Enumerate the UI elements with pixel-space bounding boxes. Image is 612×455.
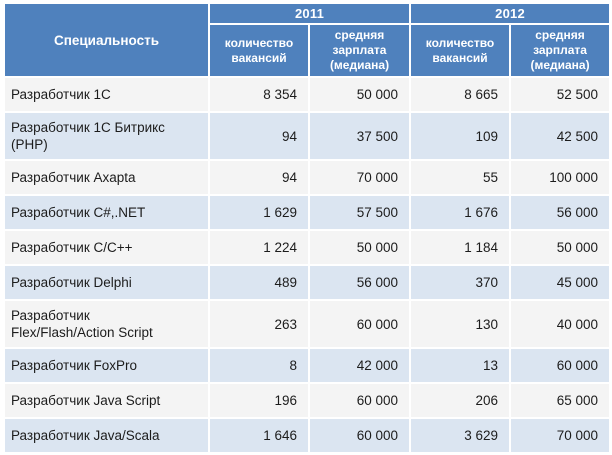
vacancies-2011-cell: 1 629 [210,196,308,229]
vacancies-2011-cell: 94 [210,161,308,194]
salary-2012-cell: 100 000 [511,161,610,194]
vacancies-2012-cell: 206 [411,384,510,417]
specialty-cell: Разработчик Delphi [5,266,208,299]
column-header-vacancies-2011: количество вакансий [210,25,308,76]
specialty-cell: Разработчик Flex/Flash/Action Script [5,301,208,347]
salary-2011-cell: 50 000 [310,78,410,111]
salary-2011-cell: 60 000 [310,384,410,417]
vacancies-2012-cell: 3 629 [411,419,510,452]
specialty-cell: Разработчик FoxPro [5,349,208,382]
column-group-2012: 2012 [411,4,610,23]
column-header-vacancies-2012: количество вакансий [411,25,510,76]
specialty-cell: Разработчик 1С Битрикс (PHP) [5,113,208,159]
salary-2012-cell: 56 000 [511,196,610,229]
column-group-2011: 2011 [210,4,410,23]
table-row: Разработчик Flex/Flash/Action Script 263… [5,301,610,347]
vacancies-2012-cell: 1 184 [411,231,510,264]
salary-2011-cell: 37 500 [310,113,410,159]
specialty-cell: Разработчик Java/Scala [5,419,208,452]
vacancies-2012-cell: 55 [411,161,510,194]
table-row: Разработчик Java/Scala 1 646 60 000 3 62… [5,419,610,452]
vacancies-salary-table: Специальность 2011 2012 количество вакан… [3,2,611,454]
salary-2011-cell: 42 000 [310,349,410,382]
header-sub-row: количество вакансий средняя зарплата (ме… [5,25,610,76]
salary-2011-cell: 70 000 [310,161,410,194]
salary-2012-cell: 65 000 [511,384,610,417]
salary-2012-cell: 70 000 [511,419,610,452]
table-row: Разработчик Java Script 196 60 000 206 6… [5,384,610,417]
vacancies-2011-cell: 8 [210,349,308,382]
specialty-cell: Разработчик C/C++ [5,231,208,264]
specialty-cell: Разработчик Java Script [5,384,208,417]
table-row: Разработчик 1С 8 354 50 000 8 665 52 500 [5,78,610,111]
vacancies-2012-cell: 8 665 [411,78,510,111]
salary-2011-cell: 56 000 [310,266,410,299]
table-row: Разработчик C/C++ 1 224 50 000 1 184 50 … [5,231,610,264]
vacancies-2012-cell: 109 [411,113,510,159]
column-header-specialty: Специальность [5,4,208,76]
vacancies-2011-cell: 94 [210,113,308,159]
vacancies-2011-cell: 489 [210,266,308,299]
header-year-row: Специальность 2011 2012 [5,4,610,76]
specialty-cell: Разработчик Axapta [5,161,208,194]
specialty-cell: Разработчик C#,.NET [5,196,208,229]
vacancies-2011-cell: 8 354 [210,78,308,111]
salary-2011-cell: 60 000 [310,419,410,452]
salary-2012-cell: 60 000 [511,349,610,382]
salary-2011-cell: 50 000 [310,231,410,264]
vacancies-2012-cell: 370 [411,266,510,299]
salary-2011-cell: 60 000 [310,301,410,347]
table-row: Разработчик C#,.NET 1 629 57 500 1 676 5… [5,196,610,229]
salary-2012-cell: 50 000 [511,231,610,264]
salary-2012-cell: 42 500 [511,113,610,159]
table-row: Разработчик FoxPro 8 42 000 13 60 000 [5,349,610,382]
vacancies-2011-cell: 196 [210,384,308,417]
salary-2012-cell: 52 500 [511,78,610,111]
specialty-cell: Разработчик 1С [5,78,208,111]
vacancies-2012-cell: 1 676 [411,196,510,229]
vacancies-2012-cell: 13 [411,349,510,382]
salary-2012-cell: 45 000 [511,266,610,299]
vacancies-2011-cell: 1 224 [210,231,308,264]
column-header-salary-2012: средняя зарплата (медиана) [511,25,610,76]
table-row: Разработчик 1С Битрикс (PHP) 94 37 500 1… [5,113,610,159]
vacancies-2011-cell: 1 646 [210,419,308,452]
table-row: Разработчик Axapta 94 70 000 55 100 000 [5,161,610,194]
vacancies-2011-cell: 263 [210,301,308,347]
table-row: Разработчик Delphi 489 56 000 370 45 000 [5,266,610,299]
salary-2011-cell: 57 500 [310,196,410,229]
salary-2012-cell: 40 000 [511,301,610,347]
vacancies-2012-cell: 130 [411,301,510,347]
column-header-salary-2011: средняя зарплата (медиана) [310,25,410,76]
